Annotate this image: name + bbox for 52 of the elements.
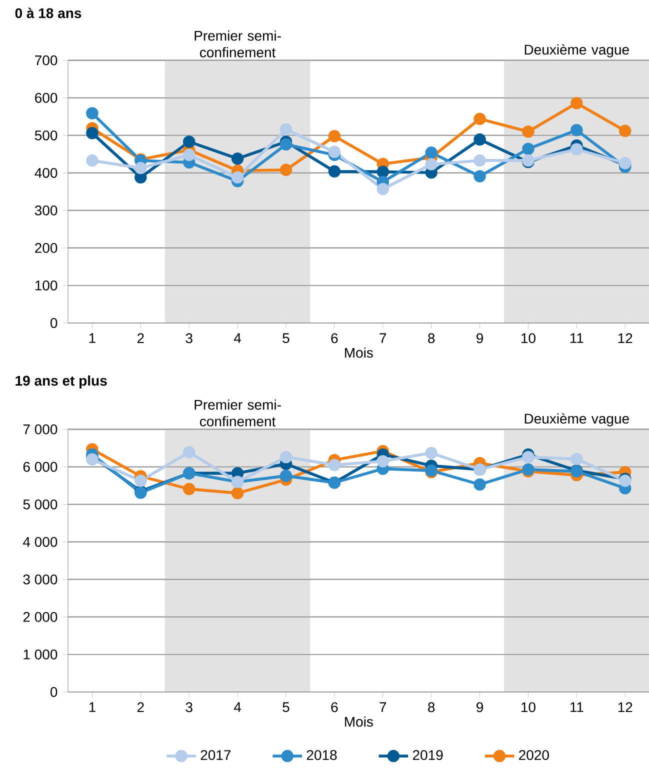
x-axis-title: Mois [345,347,373,358]
y-tick-label: 3 000 [23,574,58,584]
y-tick-label: 0 [50,318,58,328]
legend-label: 2020 [519,750,549,760]
x-tick-label: 10 [521,333,536,344]
legend-label: 2019 [412,750,443,760]
band-label: Deuxième vague [524,413,629,426]
x-tick-label: 1 [89,333,96,343]
y-tick-label: 700 [35,55,58,66]
x-tick-label: 2 [137,333,144,344]
x-tick-label: 3 [186,702,192,712]
x-tick-label: 11 [570,333,584,343]
y-tick-label: 4 000 [23,536,58,547]
x-tick-label: 12 [618,333,632,344]
x-tick-label: 5 [282,702,290,712]
y-tick-label: 7 000 [23,424,58,434]
chart-title: 19 ans et plus [16,375,107,388]
x-tick-label: 6 [331,702,338,712]
x-tick-label: 9 [476,333,483,344]
x-tick-label: 10 [521,702,536,712]
x-tick-label: 4 [234,333,242,343]
y-tick-label: 200 [35,243,58,253]
y-tick-label: 600 [35,92,58,103]
chart-title: 0 à 18 ans [15,8,82,18]
x-tick-label: 5 [282,333,290,344]
legend-label: 2017 [200,750,231,760]
x-tick-label: 7 [380,333,386,343]
x-tick-label: 9 [476,702,483,712]
x-axis-title: Mois [345,716,373,727]
y-tick-label: 5 000 [23,499,58,510]
y-tick-label: 6 000 [23,462,58,472]
band-label: Premier semi-confinement [194,399,281,426]
x-tick-label: 1 [89,702,96,712]
y-tick-label: 100 [35,280,58,290]
y-tick-label: 0 [50,687,58,697]
band-label: Premier semi-confinement [194,30,281,58]
x-tick-label: 3 [186,333,192,344]
x-tick-label: 2 [137,702,144,712]
x-tick-label: 8 [428,333,435,344]
y-tick-label: 300 [34,205,58,216]
band-label: Deuxième vague [524,44,629,58]
x-tick-label: 7 [380,702,386,712]
y-tick-label: 400 [34,168,58,178]
y-tick-label: 1 000 [24,650,58,660]
x-tick-label: 8 [428,702,435,712]
y-tick-label: 500 [34,130,58,140]
legend-label: 2018 [306,750,337,760]
x-tick-label: 4 [234,702,242,712]
x-tick-label: 11 [570,702,584,712]
x-tick-label: 12 [618,702,632,712]
y-tick-label: 2 000 [23,612,58,622]
x-tick-label: 6 [331,333,338,344]
